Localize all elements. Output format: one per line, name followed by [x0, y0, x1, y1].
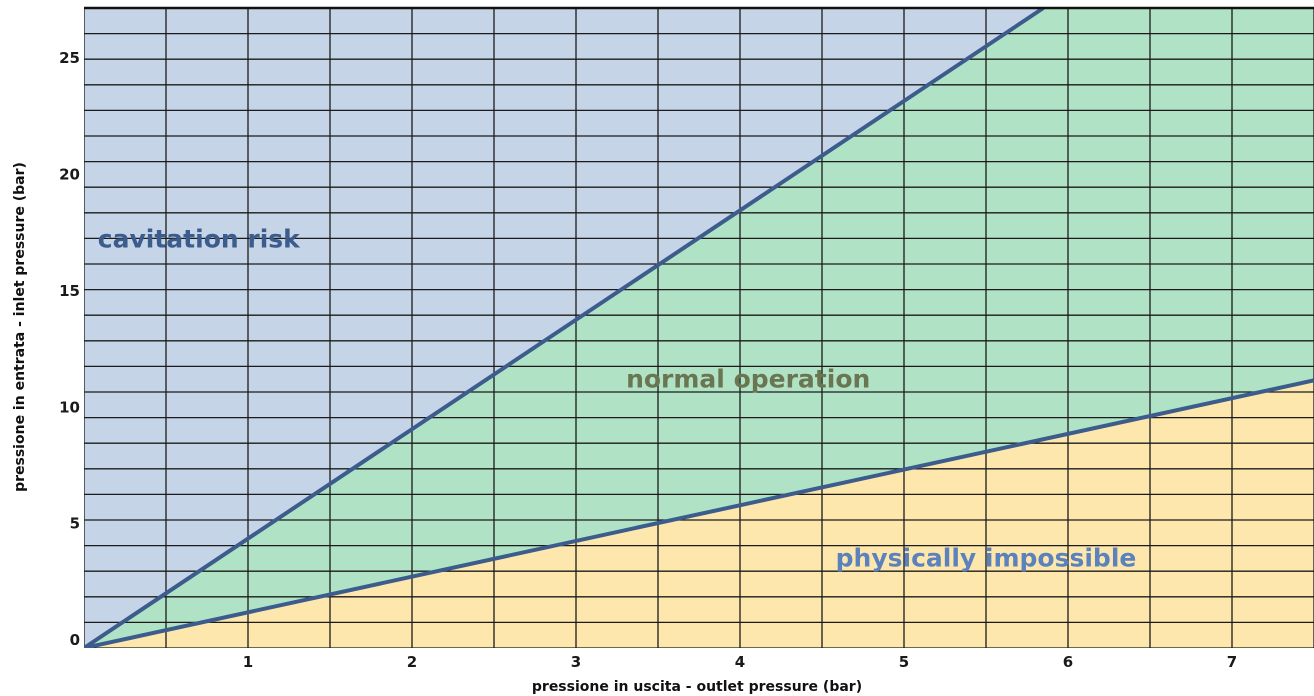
x-axis-title: pressione in uscita - outlet pressure (b… [532, 679, 862, 695]
x-tick-label: 2 [407, 653, 417, 671]
x-tick-label: 5 [899, 653, 909, 671]
y-tick-label: 25 [59, 49, 80, 67]
y-tick-label: 5 [70, 515, 80, 533]
grid [84, 8, 1314, 648]
y-axis-ticks: 0 5 10 15 20 25 [59, 49, 80, 649]
cavitation-risk-label: cavitation risk [98, 225, 301, 254]
y-tick-label: 0 [70, 631, 80, 649]
normal-operation-region [84, 8, 1314, 648]
y-tick-label: 15 [59, 282, 80, 300]
x-tick-label: 7 [1227, 653, 1237, 671]
impossible-boundary-line [84, 378, 1314, 648]
x-tick-label: 6 [1063, 653, 1073, 671]
y-tick-label: 20 [59, 166, 80, 184]
region-labels: cavitation risk normal operation physicall… [98, 225, 1137, 573]
plot-area [84, 8, 1314, 648]
x-tick-label: 3 [571, 653, 581, 671]
y-axis-title: pressione in entrata - inlet pressure (b… [12, 162, 28, 492]
x-axis-ticks: 1 2 3 4 5 6 7 [243, 653, 1237, 671]
cavitation-boundary-line [84, 8, 1045, 648]
normal-operation-label: normal operation [626, 364, 870, 393]
boundary-lines [84, 8, 1314, 648]
y-tick-label: 10 [59, 398, 80, 416]
physically-impossible-label: physically impossible [836, 544, 1137, 573]
x-tick-label: 1 [243, 653, 253, 671]
x-tick-label: 4 [735, 653, 745, 671]
